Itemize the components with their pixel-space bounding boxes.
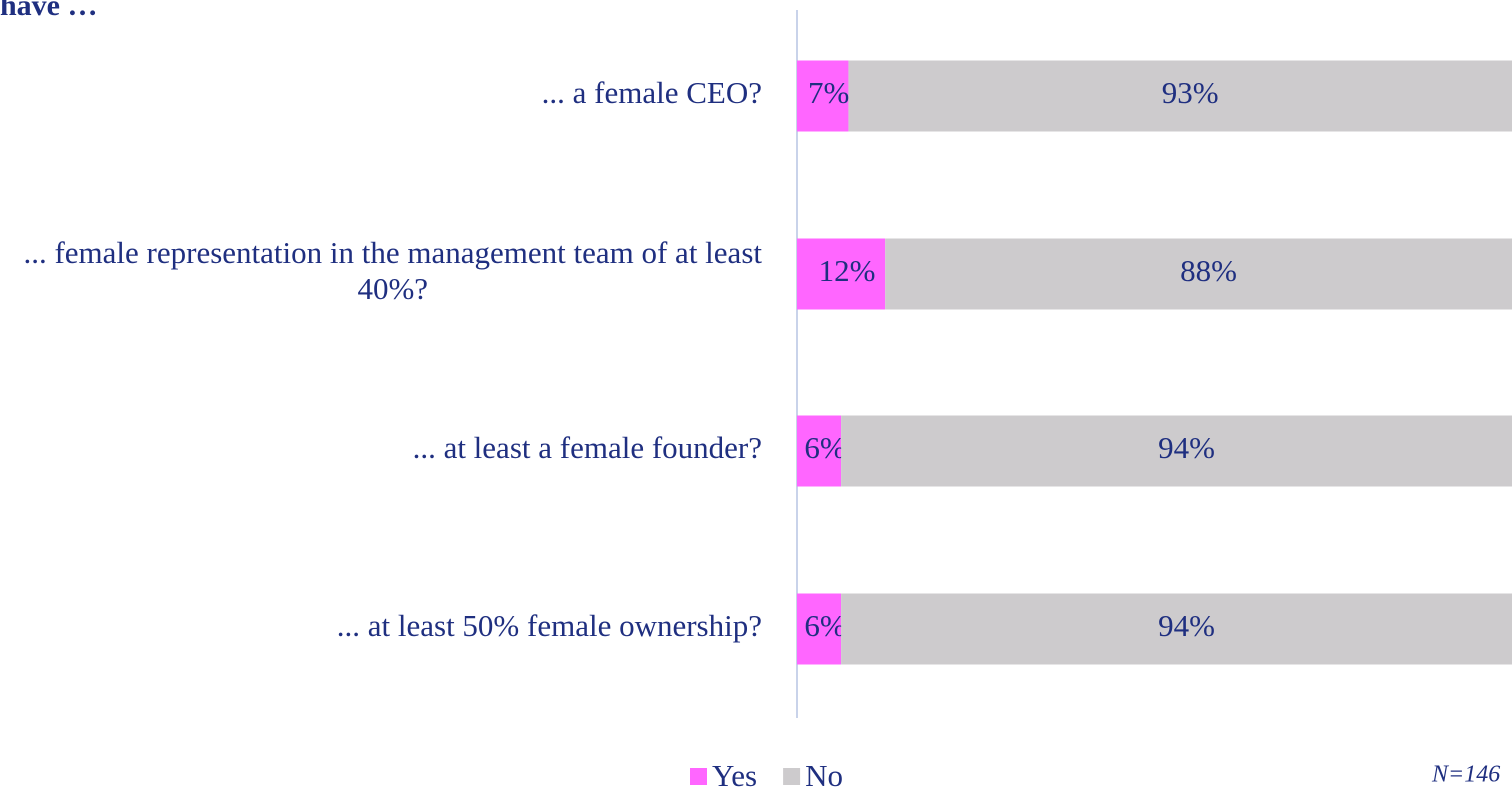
- legend-label: No: [805, 758, 843, 793]
- bar-segment: [841, 593, 1512, 665]
- value-label: 7%: [808, 75, 849, 110]
- category-label: ... at least a female founder?: [413, 430, 762, 465]
- value-label: 6%: [804, 430, 845, 465]
- legend-swatch: [690, 768, 707, 785]
- bar-segment: [797, 60, 849, 132]
- bar-segment: [885, 238, 1512, 310]
- bar-segment: [841, 415, 1512, 487]
- value-label: 88%: [1180, 253, 1237, 288]
- chart-title: have …: [0, 0, 98, 22]
- category-label: ... a female CEO?: [542, 75, 762, 110]
- value-label: 94%: [1158, 608, 1215, 643]
- bar-segment: [848, 60, 1512, 132]
- legend-swatch: [783, 768, 801, 785]
- value-label: 94%: [1158, 430, 1215, 465]
- category-label: ... female representation in the managem…: [23, 235, 762, 306]
- bar-segment: [797, 593, 842, 665]
- bar-segment: [797, 415, 842, 487]
- value-label: 6%: [804, 608, 845, 643]
- value-label: 93%: [1162, 75, 1219, 110]
- footnote: N=146: [1431, 762, 1500, 788]
- category-label: ... at least 50% female ownership?: [337, 608, 762, 643]
- bar-segment: [797, 238, 886, 310]
- legend-label: Yes: [712, 758, 757, 793]
- value-label: 12%: [819, 253, 876, 288]
